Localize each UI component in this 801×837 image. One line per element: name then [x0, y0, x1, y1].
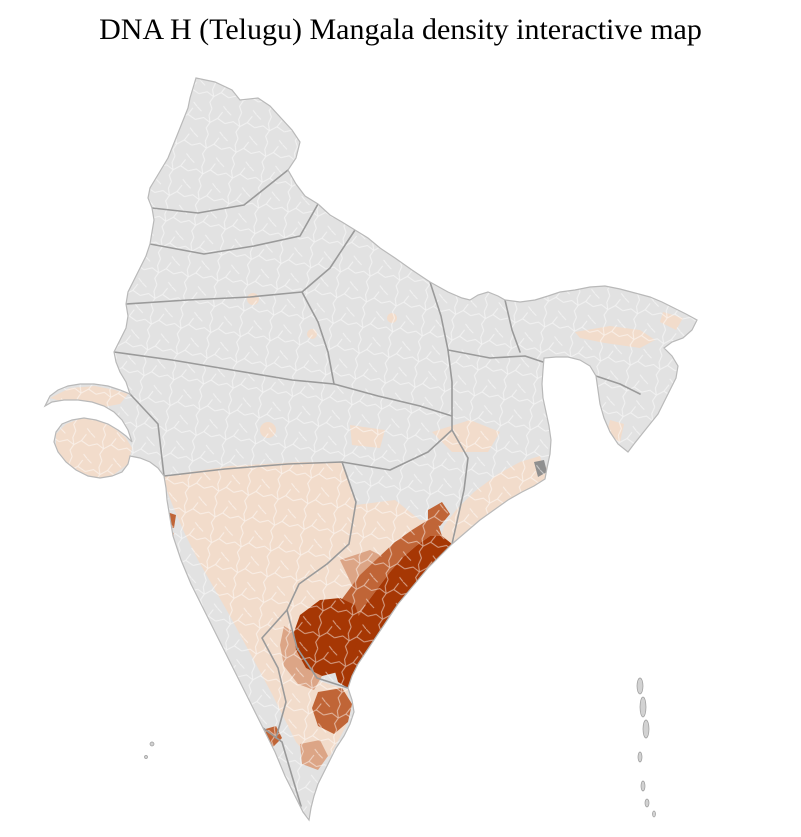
state-border	[451, 429, 469, 545]
state-border	[151, 169, 289, 214]
density-region-west-coast-dot[interactable]	[171, 594, 181, 606]
state-border	[504, 299, 521, 353]
island[interactable]	[636, 677, 644, 695]
island[interactable]	[637, 751, 643, 763]
state-border	[286, 461, 357, 611]
state-border	[286, 609, 349, 689]
state-borders	[113, 169, 641, 807]
island[interactable]	[149, 741, 155, 747]
island[interactable]	[144, 755, 148, 759]
state-border	[125, 229, 356, 305]
island[interactable]	[642, 719, 650, 739]
state-border	[262, 727, 302, 807]
islands	[144, 677, 656, 818]
state-border	[333, 383, 453, 431]
state-border	[301, 291, 335, 385]
map-container	[0, 60, 801, 837]
india-density-map[interactable]	[0, 60, 801, 837]
state-border	[149, 203, 319, 255]
island[interactable]	[644, 798, 650, 808]
state-border	[113, 351, 335, 385]
state-border	[447, 349, 544, 363]
district-borders-overlay	[45, 78, 697, 820]
state-border	[595, 375, 641, 395]
island[interactable]	[640, 780, 646, 792]
state-border	[129, 393, 165, 477]
state-border	[261, 609, 288, 739]
island[interactable]	[652, 810, 656, 818]
page-title: DNA H (Telugu) Mangala density interacti…	[99, 13, 702, 46]
island[interactable]	[639, 696, 647, 718]
